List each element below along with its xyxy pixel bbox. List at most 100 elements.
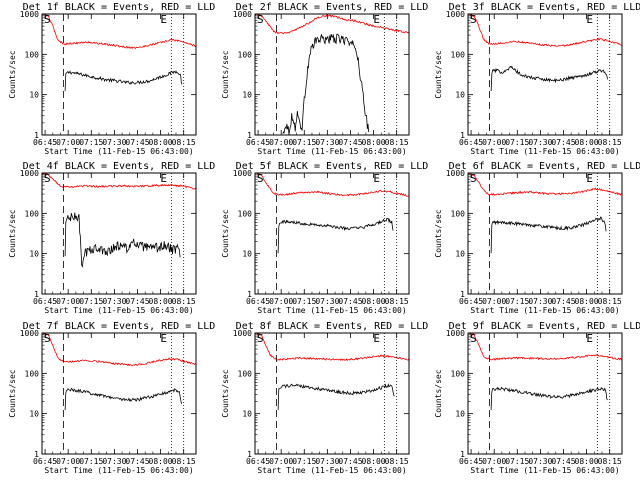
x-axis-label: Start Time (11-Feb-15 06:43:00)	[257, 466, 406, 475]
x-axis-label: Start Time (11-Feb-15 06:43:00)	[470, 306, 619, 315]
y-axis-label: Counts/sec	[8, 209, 17, 257]
start-marker-label: S	[257, 172, 264, 185]
y-axis-label: Counts/sec	[221, 50, 230, 98]
y-tick-label: 1000	[233, 169, 252, 178]
x-tick-label: 06:45	[33, 297, 57, 306]
y-tick-label: 1	[247, 450, 252, 459]
y-tick-label: 10	[242, 91, 252, 100]
y-tick-label: 100	[238, 209, 253, 218]
x-tick-label: 06:45	[33, 457, 57, 466]
lld-series-line	[468, 14, 622, 48]
x-tick-label: 07:15	[292, 138, 316, 147]
x-tick-label: 07:30	[315, 138, 339, 147]
panel-title: Det 6f BLACK = Events, RED = LLD	[449, 161, 640, 172]
y-tick-label: 10	[455, 410, 465, 419]
y-tick-label: 1	[34, 131, 39, 140]
start-marker-label: S	[470, 332, 477, 345]
x-tick-label: 07:45	[338, 457, 362, 466]
x-tick-label: 07:30	[528, 457, 552, 466]
x-tick-label: 06:45	[459, 297, 483, 306]
y-tick-label: 100	[238, 369, 253, 378]
plot-frame	[41, 332, 197, 455]
x-tick-label: 08:00	[575, 297, 599, 306]
x-tick-label: 06:45	[459, 138, 483, 147]
x-tick-label: 08:00	[575, 457, 599, 466]
x-tick-label: 07:45	[338, 138, 362, 147]
y-tick-label: 100	[451, 209, 466, 218]
lld-series-line	[42, 14, 196, 50]
x-tick-label: 07:45	[125, 457, 149, 466]
y-tick-label: 1000	[233, 10, 252, 19]
x-tick-label: 07:30	[315, 297, 339, 306]
y-tick-label: 100	[451, 50, 466, 59]
x-tick-label: 06:45	[33, 138, 57, 147]
end-marker-label: E	[586, 172, 593, 185]
x-tick-label: 08:15	[172, 457, 196, 466]
x-tick-label: 07:00	[269, 138, 293, 147]
plot-frame	[254, 332, 410, 455]
y-tick-label: 1	[34, 450, 39, 459]
panel-title: Det 2f BLACK = Events, RED = LLD	[236, 2, 429, 13]
x-axis-label: Start Time (11-Feb-15 06:43:00)	[257, 306, 406, 315]
events-series-line	[490, 216, 607, 254]
y-tick-label: 10	[29, 91, 39, 100]
start-marker-label: S	[470, 13, 477, 26]
end-marker-label: E	[373, 172, 380, 185]
y-axis-label: Counts/sec	[221, 209, 230, 257]
events-series-line	[64, 212, 181, 269]
x-tick-label: 07:15	[292, 457, 316, 466]
x-tick-label: 07:00	[56, 297, 80, 306]
x-tick-label: 07:45	[551, 138, 575, 147]
plot-frame	[254, 172, 410, 295]
x-tick-label: 08:15	[598, 138, 622, 147]
y-axis-label: Counts/sec	[434, 50, 443, 98]
y-axis-label: Counts/sec	[221, 369, 230, 417]
x-tick-label: 07:00	[482, 138, 506, 147]
x-tick-label: 07:00	[482, 297, 506, 306]
lld-series-line	[255, 173, 409, 197]
x-tick-label: 08:00	[362, 297, 386, 306]
start-marker-label: S	[470, 172, 477, 185]
events-series-line	[277, 383, 395, 410]
x-tick-label: 07:30	[315, 457, 339, 466]
y-tick-label: 1	[460, 290, 465, 299]
x-tick-label: 07:45	[125, 297, 149, 306]
panel-title: Det 3f BLACK = Events, RED = LLD	[449, 2, 640, 13]
y-tick-label: 100	[25, 50, 40, 59]
y-tick-label: 1	[34, 290, 39, 299]
x-tick-label: 07:30	[528, 297, 552, 306]
y-tick-label: 1000	[20, 169, 39, 178]
x-tick-label: 07:15	[79, 297, 103, 306]
x-tick-label: 06:45	[246, 297, 270, 306]
events-series-line	[282, 33, 370, 135]
y-tick-label: 1000	[446, 329, 465, 338]
x-tick-label: 07:45	[551, 297, 575, 306]
x-tick-label: 07:15	[292, 297, 316, 306]
x-tick-label: 07:00	[56, 457, 80, 466]
x-tick-label: 07:30	[102, 297, 126, 306]
x-tick-label: 08:15	[598, 457, 622, 466]
x-tick-label: 06:45	[459, 457, 483, 466]
panel-title: Det 9f BLACK = Events, RED = LLD	[449, 321, 640, 332]
lld-series-line	[42, 173, 196, 190]
events-series-line	[64, 70, 182, 92]
end-marker-label: E	[160, 13, 167, 26]
end-marker-label: E	[586, 332, 593, 345]
x-tick-label: 08:00	[575, 138, 599, 147]
end-marker-label: E	[160, 172, 167, 185]
panel-title: Det 8f BLACK = Events, RED = LLD	[236, 321, 429, 332]
x-tick-label: 07:00	[482, 457, 506, 466]
x-tick-label: 07:15	[79, 457, 103, 466]
y-tick-label: 100	[238, 50, 253, 59]
start-marker-label: S	[257, 332, 264, 345]
plot-frame	[254, 13, 410, 136]
y-axis-label: Counts/sec	[8, 369, 17, 417]
plot-frame	[467, 13, 623, 136]
x-tick-label: 08:00	[149, 138, 173, 147]
x-tick-label: 06:45	[246, 138, 270, 147]
